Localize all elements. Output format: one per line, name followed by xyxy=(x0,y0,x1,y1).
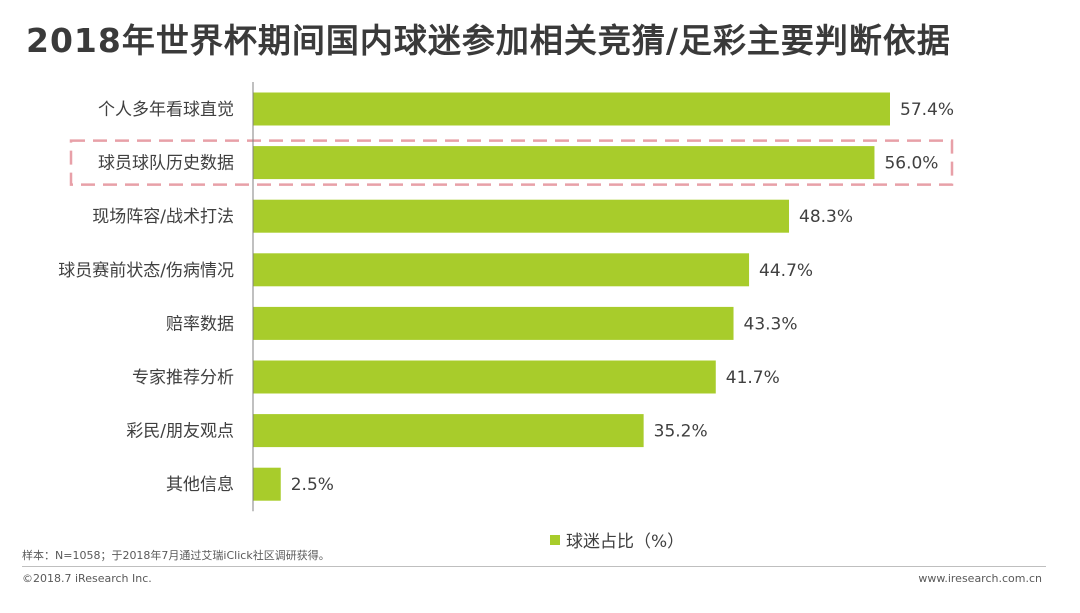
category-label: 专家推荐分析 xyxy=(132,368,234,388)
bar xyxy=(253,414,644,448)
category-label: 现场阵容/战术打法 xyxy=(92,207,234,227)
legend-label: 球迷占比（%） xyxy=(566,532,685,552)
data-label: 41.7% xyxy=(726,368,780,388)
bar xyxy=(253,467,281,501)
legend: 球迷占比（%） xyxy=(550,527,684,552)
bar xyxy=(253,306,734,340)
legend-swatch xyxy=(550,534,560,545)
bar xyxy=(253,199,790,233)
data-label: 56.0% xyxy=(884,154,938,174)
category-label: 赔率数据 xyxy=(166,314,234,334)
website-link[interactable]: www.iresearch.com.cn xyxy=(918,572,1042,585)
footer-divider xyxy=(22,566,1046,567)
data-label: 48.3% xyxy=(799,207,853,227)
bar xyxy=(253,92,890,126)
data-label: 35.2% xyxy=(654,422,708,442)
data-label: 57.4% xyxy=(900,100,954,120)
category-label: 球员球队历史数据 xyxy=(98,154,234,174)
category-label: 个人多年看球直觉 xyxy=(98,100,234,120)
chart-title: 2018年世界杯期间国内球迷参加相关竞猜/足彩主要判断依据 xyxy=(26,21,951,60)
category-label: 其他信息 xyxy=(166,475,234,495)
bar xyxy=(253,360,716,394)
bar-chart: 个人多年看球直觉 57.4% 球员球队历史数据 56.0% 现场阵容/战术打法 48.3%… xyxy=(58,82,954,512)
bar xyxy=(253,146,875,180)
category-label: 球员赛前状态/伤病情况 xyxy=(58,260,234,281)
highlight-box xyxy=(69,139,954,186)
copyright: ©2018.7 iResearch Inc. xyxy=(22,572,152,585)
category-label: 彩民/朋友观点 xyxy=(126,422,234,442)
footnote: 样本：N=1058；于2018年7月通过艾瑞iClick社区调研获得。 xyxy=(22,549,330,562)
bar xyxy=(253,253,750,287)
data-label: 44.7% xyxy=(759,261,813,281)
data-label: 43.3% xyxy=(744,314,798,334)
data-label: 2.5% xyxy=(291,475,334,495)
